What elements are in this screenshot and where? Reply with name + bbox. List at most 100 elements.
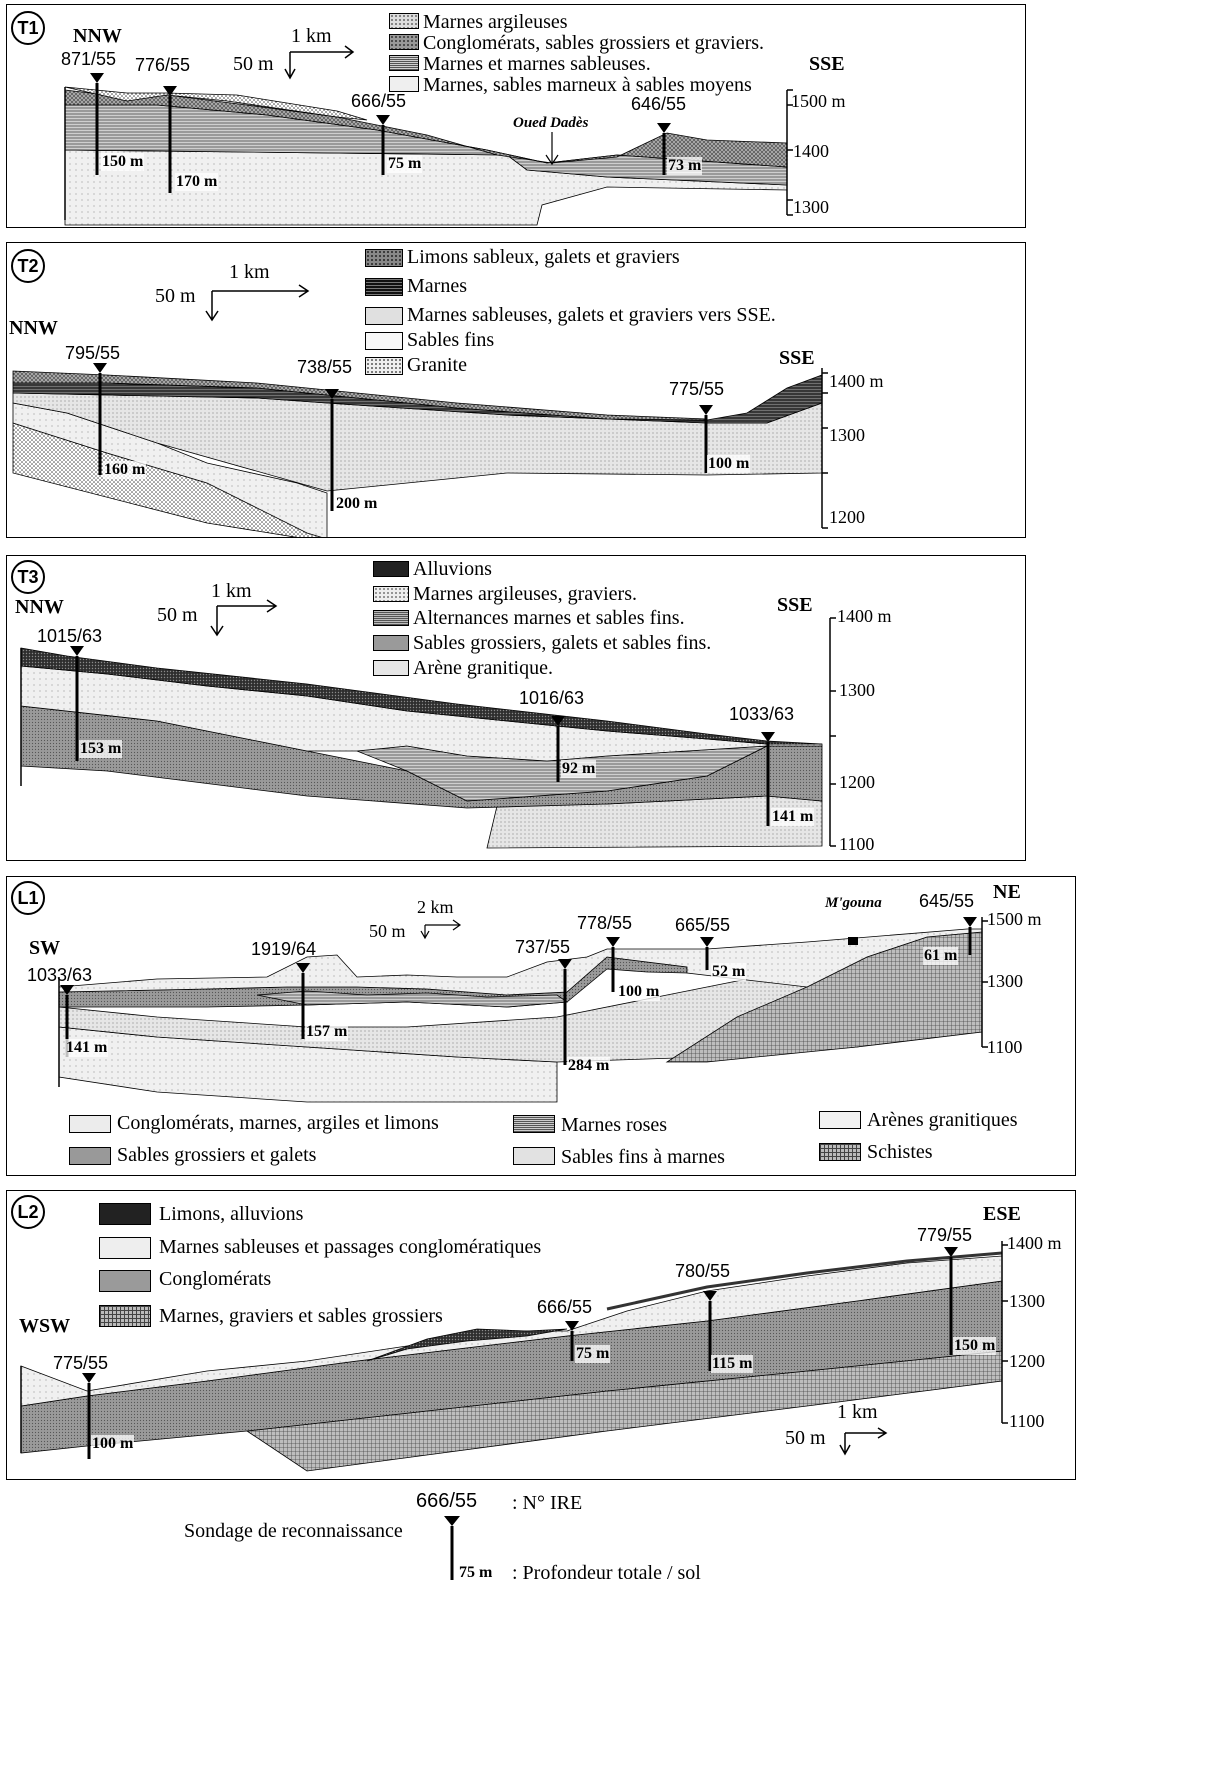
scale-horizontal: 1 km — [291, 25, 332, 47]
panel-tag: T2 — [11, 249, 45, 283]
l2-layer-limons — [366, 1328, 568, 1362]
elevation-label: 1300 — [987, 971, 1023, 991]
well-id: 776/55 — [135, 55, 191, 75]
well-depth: 153 m — [79, 740, 123, 758]
t1-section-drawing — [64, 45, 793, 226]
well-id: 1033/63 — [729, 704, 795, 724]
direction-right: SSE — [777, 594, 813, 616]
well-depth: 92 m — [561, 760, 597, 778]
well-id: 871/55 — [61, 49, 117, 69]
well-id: 738/55 — [297, 357, 353, 377]
well-id: 780/55 — [675, 1261, 731, 1281]
legend-swatch — [365, 249, 403, 267]
elevation-label: 1300 — [829, 425, 865, 445]
mgouna-marker — [848, 937, 858, 945]
l2-scale-arrow — [839, 1427, 888, 1456]
well-marker-icon — [376, 115, 390, 125]
well-marker-icon — [325, 389, 339, 399]
well-marker-icon — [551, 716, 565, 726]
well-depth: 150 m — [101, 153, 145, 171]
elevation-label: 1300 — [1009, 1291, 1045, 1311]
panel-t1: T1 NNW SSE 1 km 50 m Marnes argileuses C… — [6, 4, 1026, 228]
direction-left: SW — [29, 937, 61, 959]
direction-left: NNW — [73, 25, 122, 47]
legend-swatch — [373, 561, 409, 577]
key-id-label: : N° IRE — [512, 1492, 583, 1514]
scale-horizontal: 1 km — [211, 580, 252, 602]
legend-swatch — [373, 660, 409, 676]
direction-left: WSW — [19, 1315, 71, 1337]
well-marker-icon — [82, 1373, 96, 1383]
well-id: 775/55 — [669, 379, 725, 399]
panel-t3: T3 NNW SSE 1 km 50 m Alluvions Marnes ar… — [6, 555, 1026, 861]
legend-label: Marnes argileuses — [423, 11, 568, 33]
well-id: 795/55 — [65, 343, 121, 363]
legend-swatch — [389, 76, 419, 92]
legend-swatch — [365, 357, 403, 375]
well-depth: 200 m — [335, 495, 379, 513]
t2-section-drawing — [12, 284, 828, 537]
well-id: 779/55 — [917, 1225, 973, 1245]
well-marker-icon — [944, 1247, 958, 1257]
elevation-label: 1400 m — [837, 606, 892, 626]
well-marker-icon — [93, 363, 107, 373]
t1-oued-arrow — [545, 132, 559, 166]
panel-tag: L1 — [11, 881, 45, 915]
well-marker-icon — [163, 86, 177, 96]
well-marker-icon — [703, 1291, 717, 1301]
well-depth: 73 m — [667, 157, 703, 175]
l2-elevation-axis — [1001, 1241, 1008, 1424]
well-marker-icon — [296, 963, 310, 973]
legend-label: Alternances marnes et sables fins. — [413, 607, 685, 629]
well-marker-icon — [60, 985, 74, 995]
panel-l1: L1 SW NE 2 km 50 m M'gouna 1500 m 1300 1… — [6, 876, 1076, 1176]
legend-swatch — [373, 586, 409, 602]
legend-label: Conglomérats — [159, 1268, 272, 1290]
key-caption: Sondage de reconnaissance — [184, 1520, 403, 1542]
elevation-label: 1400 m — [829, 371, 884, 391]
legend-label: Conglomérats, sables grossiers et gravie… — [423, 32, 765, 54]
elevation-label: 1100 — [987, 1037, 1023, 1057]
t2-scale-arrow — [205, 284, 310, 322]
legend-label: Arène granitique. — [413, 657, 553, 679]
elevation-label: 1300 — [793, 197, 829, 217]
well-marker-icon — [761, 732, 775, 742]
well-marker-icon — [70, 646, 84, 656]
panel-tag: T3 — [11, 560, 45, 594]
scale-horizontal: 1 km — [837, 1401, 878, 1423]
legend-swatch — [819, 1143, 861, 1161]
key-depth-label: : Profondeur totale / sol — [512, 1562, 701, 1584]
key-well-symbol — [444, 1516, 460, 1580]
t1-elevation-axis — [786, 89, 793, 216]
panel-tag: T1 — [11, 11, 45, 45]
l2-surface-limons — [606, 1251, 1003, 1311]
scale-vertical: 50 m — [233, 53, 274, 75]
t1-layer-marnes-argileuses — [64, 86, 368, 121]
legend-label: Sables fins — [407, 329, 495, 351]
scale-vertical: 50 m — [785, 1427, 826, 1449]
well-id: 1016/63 — [519, 688, 585, 708]
legend-swatch — [389, 34, 419, 50]
place-label: M'gouna — [825, 895, 882, 911]
well-depth: 100 m — [617, 983, 661, 1001]
t3-elevation-axis — [829, 617, 836, 847]
well-marker-icon — [90, 73, 104, 83]
l1-elevation-axis — [981, 917, 988, 1048]
well-depth: 284 m — [567, 1057, 611, 1075]
well-depth: 100 m — [707, 455, 751, 473]
elevation-label: 1200 — [1009, 1351, 1045, 1371]
legend-swatch — [365, 307, 403, 325]
t2-elevation-axis — [821, 368, 828, 529]
l1-section-drawing — [58, 917, 988, 1103]
legend-swatch — [373, 610, 409, 626]
elevation-label: 1100 — [839, 834, 875, 854]
well-marker-icon — [558, 959, 572, 969]
well-id: 737/55 — [515, 937, 571, 957]
legend-label: Marnes argileuses, graviers. — [413, 583, 638, 605]
well-id: 1919/64 — [251, 939, 317, 959]
legend-swatch — [389, 13, 419, 29]
elevation-label: 1400 — [793, 141, 829, 161]
well-marker-icon — [565, 1321, 579, 1331]
well-id: 666/55 — [351, 91, 407, 111]
well-marker-icon — [700, 937, 714, 947]
